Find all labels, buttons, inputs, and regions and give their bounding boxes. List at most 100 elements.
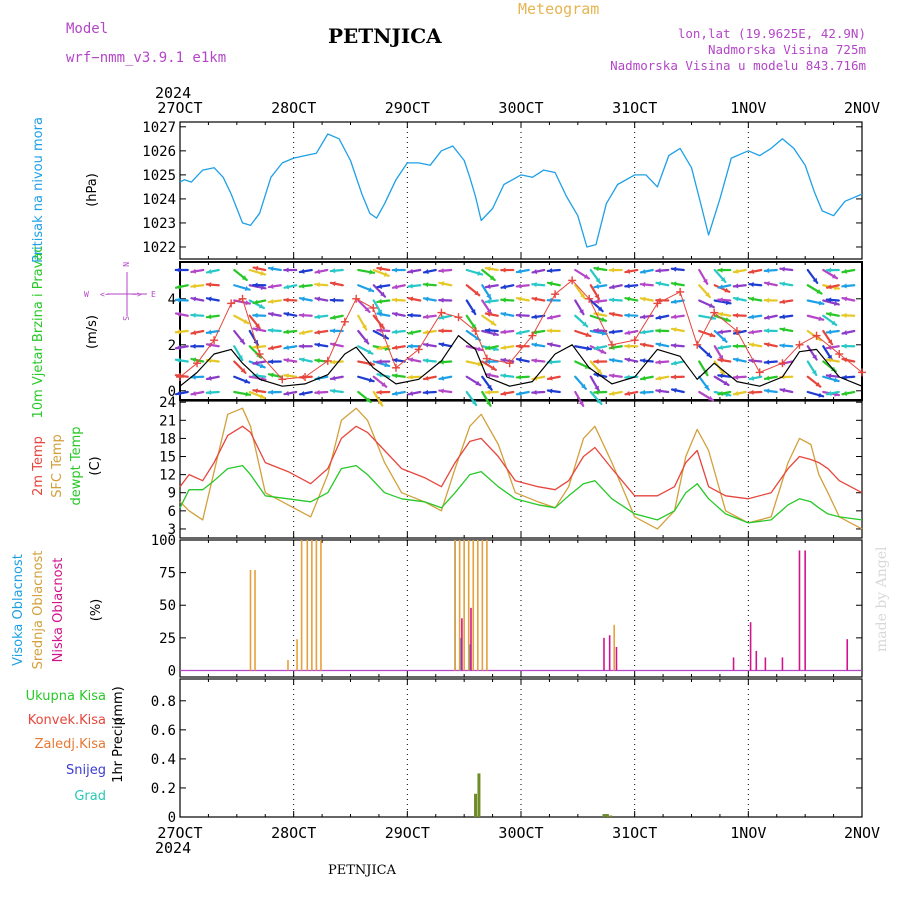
- wind-arrowhead: [826, 284, 832, 290]
- wind-arrowhead: [493, 331, 498, 337]
- wind-arrowhead: [640, 329, 646, 335]
- wind-arrowhead: [423, 375, 429, 381]
- wind-arrowhead: [363, 338, 369, 344]
- wind-arrowhead: [299, 390, 305, 397]
- wind-arrowhead: [640, 269, 646, 275]
- wind-arrowhead: [299, 268, 305, 274]
- wind-arrowhead: [609, 373, 615, 379]
- wind-arrowhead: [749, 329, 754, 335]
- wind-arrowhead: [718, 311, 724, 317]
- wind-arrowhead: [259, 363, 265, 369]
- wind-arrowhead: [718, 267, 723, 273]
- wind-arrowhead: [284, 390, 290, 396]
- wind-arrowhead: [299, 283, 305, 289]
- wind-arrowhead: [240, 368, 246, 373]
- year-top: 2024: [155, 84, 191, 102]
- wind-arrowhead: [377, 298, 382, 304]
- wind-arrowhead: [532, 389, 537, 395]
- wind-arrowhead: [490, 365, 496, 370]
- wind-arrowhead: [439, 388, 444, 394]
- wind-arrowhead: [501, 311, 507, 317]
- date-label-bottom: 2NOV: [844, 824, 880, 842]
- wind-arrowhead: [812, 277, 818, 283]
- wind-arrowhead: [175, 357, 181, 363]
- y-tick-label: 0.4: [151, 752, 176, 768]
- top-date-axis: 27OCT 28OCT 29OCT 30OCT 31OCT 1NOV 2NOV: [157, 99, 880, 117]
- pressure-line: [179, 133, 863, 248]
- wind-arrowhead: [780, 327, 786, 333]
- panel-frame-1: [179, 121, 863, 260]
- wind-arrowhead: [284, 344, 290, 351]
- wind-arrowhead: [724, 287, 730, 293]
- wind-arrowhead: [709, 332, 715, 338]
- wind-arrowhead: [489, 275, 495, 281]
- wind-arrowhead: [703, 370, 708, 376]
- wind-arrowhead: [245, 391, 251, 397]
- wind-arrowhead: [253, 326, 259, 332]
- wind-arrowhead: [596, 368, 602, 374]
- wind-arrowhead: [640, 389, 646, 395]
- wind-arrowhead: [656, 268, 661, 274]
- wind-arrowhead: [583, 273, 589, 279]
- wind-arrowhead: [656, 375, 662, 381]
- wind-arrowhead: [656, 314, 662, 320]
- wind-arrowhead: [704, 384, 709, 390]
- wind-arrowhead: [581, 383, 586, 389]
- wind-arrowhead: [547, 328, 553, 334]
- wind-arrowhead: [268, 327, 274, 333]
- wind-arrowhead: [656, 388, 661, 394]
- wind-arrowhead: [702, 278, 708, 284]
- station-title: PETNJICA: [328, 24, 442, 48]
- wind-arrowhead: [640, 282, 646, 288]
- wind-arrowhead: [625, 357, 631, 363]
- wind-arrowhead: [284, 267, 289, 273]
- wind-arrowhead: [710, 315, 715, 321]
- wind-arrowhead: [501, 373, 506, 379]
- wind-arrowhead: [764, 297, 770, 303]
- wind-arrowhead: [253, 388, 258, 394]
- wind-arrowhead: [501, 344, 507, 351]
- wind-arrowhead: [721, 336, 727, 342]
- wind-arrowhead: [485, 359, 491, 365]
- wind-arrowhead: [315, 314, 320, 320]
- precip-bar: [474, 793, 478, 817]
- wind-arrowhead: [175, 311, 181, 317]
- wind-arrowhead: [609, 390, 615, 396]
- wind-arrowhead: [392, 267, 398, 273]
- wind-arrowhead: [749, 389, 754, 395]
- y-tick-label: 2: [168, 338, 176, 354]
- wind-arrowhead: [315, 269, 321, 275]
- precip-ylabel: 1hr Precip: [111, 717, 126, 783]
- y-tick-label: 1022: [142, 240, 176, 256]
- wind-arrowhead: [501, 329, 506, 335]
- wind-arrowhead: [206, 358, 212, 364]
- wind-arrowhead: [600, 348, 606, 354]
- wind-arrowhead: [315, 358, 320, 364]
- wind-arrowhead: [780, 281, 786, 287]
- wind-arrowhead: [625, 390, 631, 396]
- wind-arrowhead: [299, 296, 305, 302]
- wind-arrowhead: [671, 360, 677, 366]
- wind-arrowhead: [718, 329, 723, 335]
- wind-arrowhead: [749, 314, 754, 320]
- wind-arrowhead: [485, 298, 491, 304]
- wind-arrowhead: [315, 389, 320, 396]
- wind-arrowhead: [501, 284, 507, 290]
- wind-arrowhead: [625, 283, 630, 289]
- wind-arrowhead: [640, 358, 646, 364]
- wind-arrowhead: [269, 372, 274, 378]
- wind-arrowhead: [780, 299, 786, 305]
- wind-arrowhead: [733, 312, 739, 319]
- panel-frame-4: [179, 539, 863, 678]
- wind-arrowhead: [439, 297, 444, 303]
- wind-arrowhead: [656, 281, 662, 287]
- wind-arrowhead: [764, 328, 770, 334]
- date-label-top: 2NOV: [844, 99, 880, 117]
- wind-arrowhead: [764, 375, 770, 381]
- wind-arrowhead: [594, 389, 599, 395]
- wind-arrowhead: [176, 284, 181, 290]
- wind-arrowhead: [423, 342, 429, 348]
- wind-arrowhead: [377, 311, 383, 317]
- wind-arrowhead: [594, 266, 600, 272]
- wind-arrowhead: [671, 281, 677, 287]
